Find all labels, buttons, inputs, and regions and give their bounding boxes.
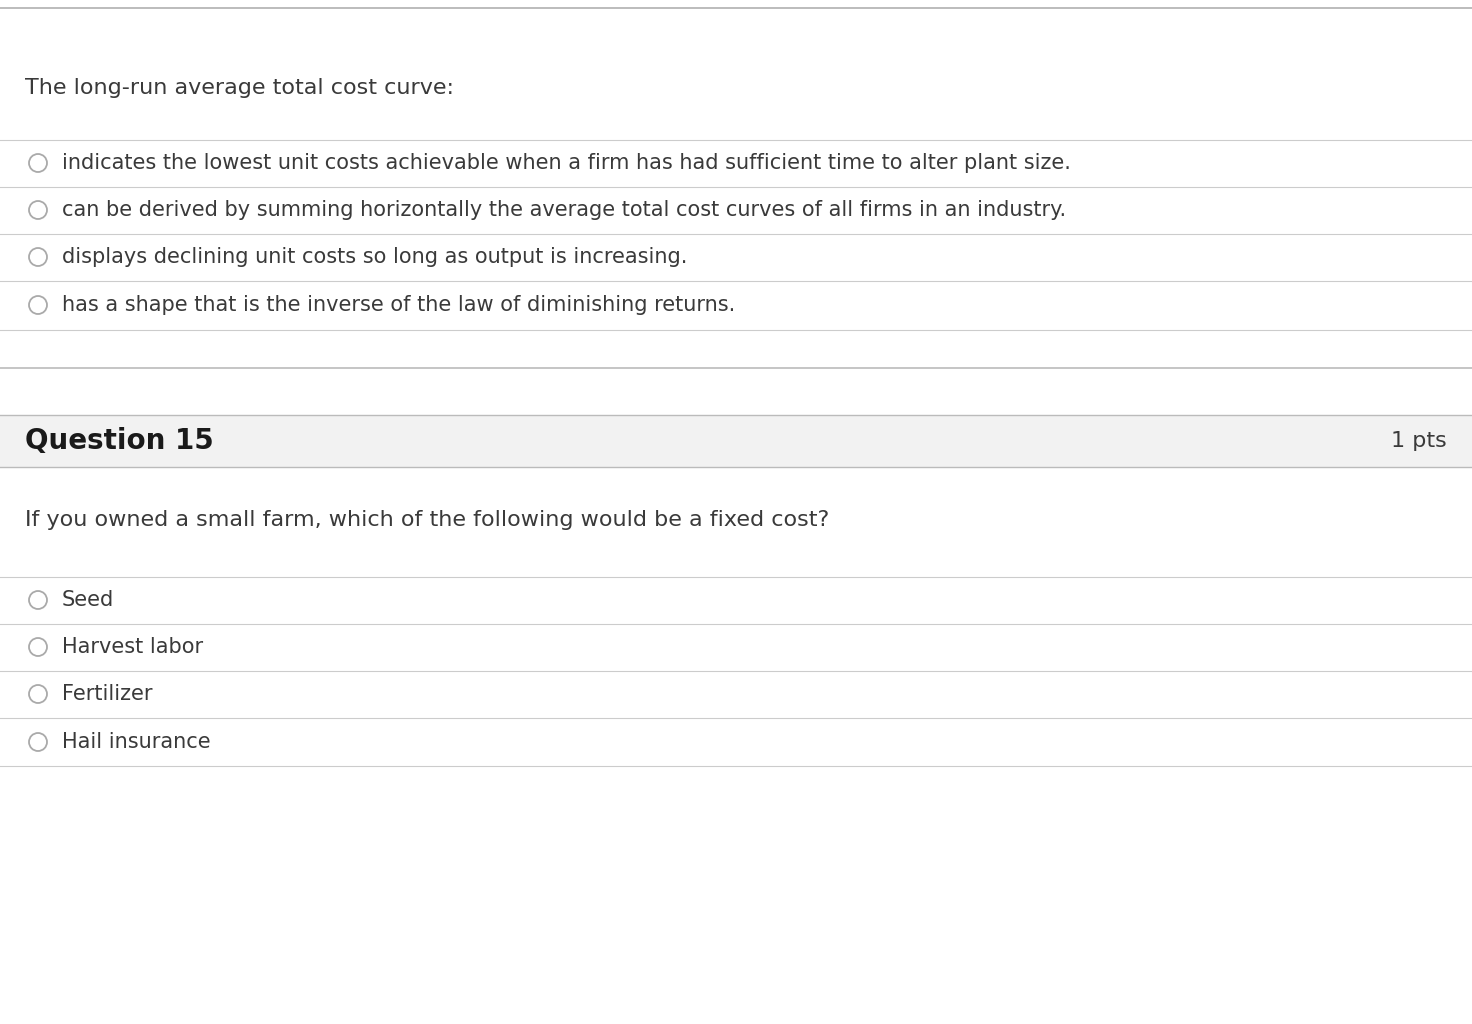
Text: Harvest labor: Harvest labor (62, 637, 203, 657)
Text: If you owned a small farm, which of the following would be a fixed cost?: If you owned a small farm, which of the … (25, 510, 829, 530)
Text: has a shape that is the inverse of the law of diminishing returns.: has a shape that is the inverse of the l… (62, 295, 735, 315)
Text: displays declining unit costs so long as output is increasing.: displays declining unit costs so long as… (62, 247, 687, 267)
Text: The long-run average total cost curve:: The long-run average total cost curve: (25, 78, 453, 98)
Text: can be derived by summing horizontally the average total cost curves of all firm: can be derived by summing horizontally t… (62, 200, 1066, 220)
FancyBboxPatch shape (0, 415, 1472, 467)
Text: Question 15: Question 15 (25, 427, 213, 455)
Text: indicates the lowest unit costs achievable when a firm has had sufficient time t: indicates the lowest unit costs achievab… (62, 153, 1070, 173)
Text: Hail insurance: Hail insurance (62, 732, 210, 752)
Text: Seed: Seed (62, 590, 115, 610)
Text: Fertilizer: Fertilizer (62, 684, 153, 705)
Text: 1 pts: 1 pts (1391, 431, 1447, 451)
